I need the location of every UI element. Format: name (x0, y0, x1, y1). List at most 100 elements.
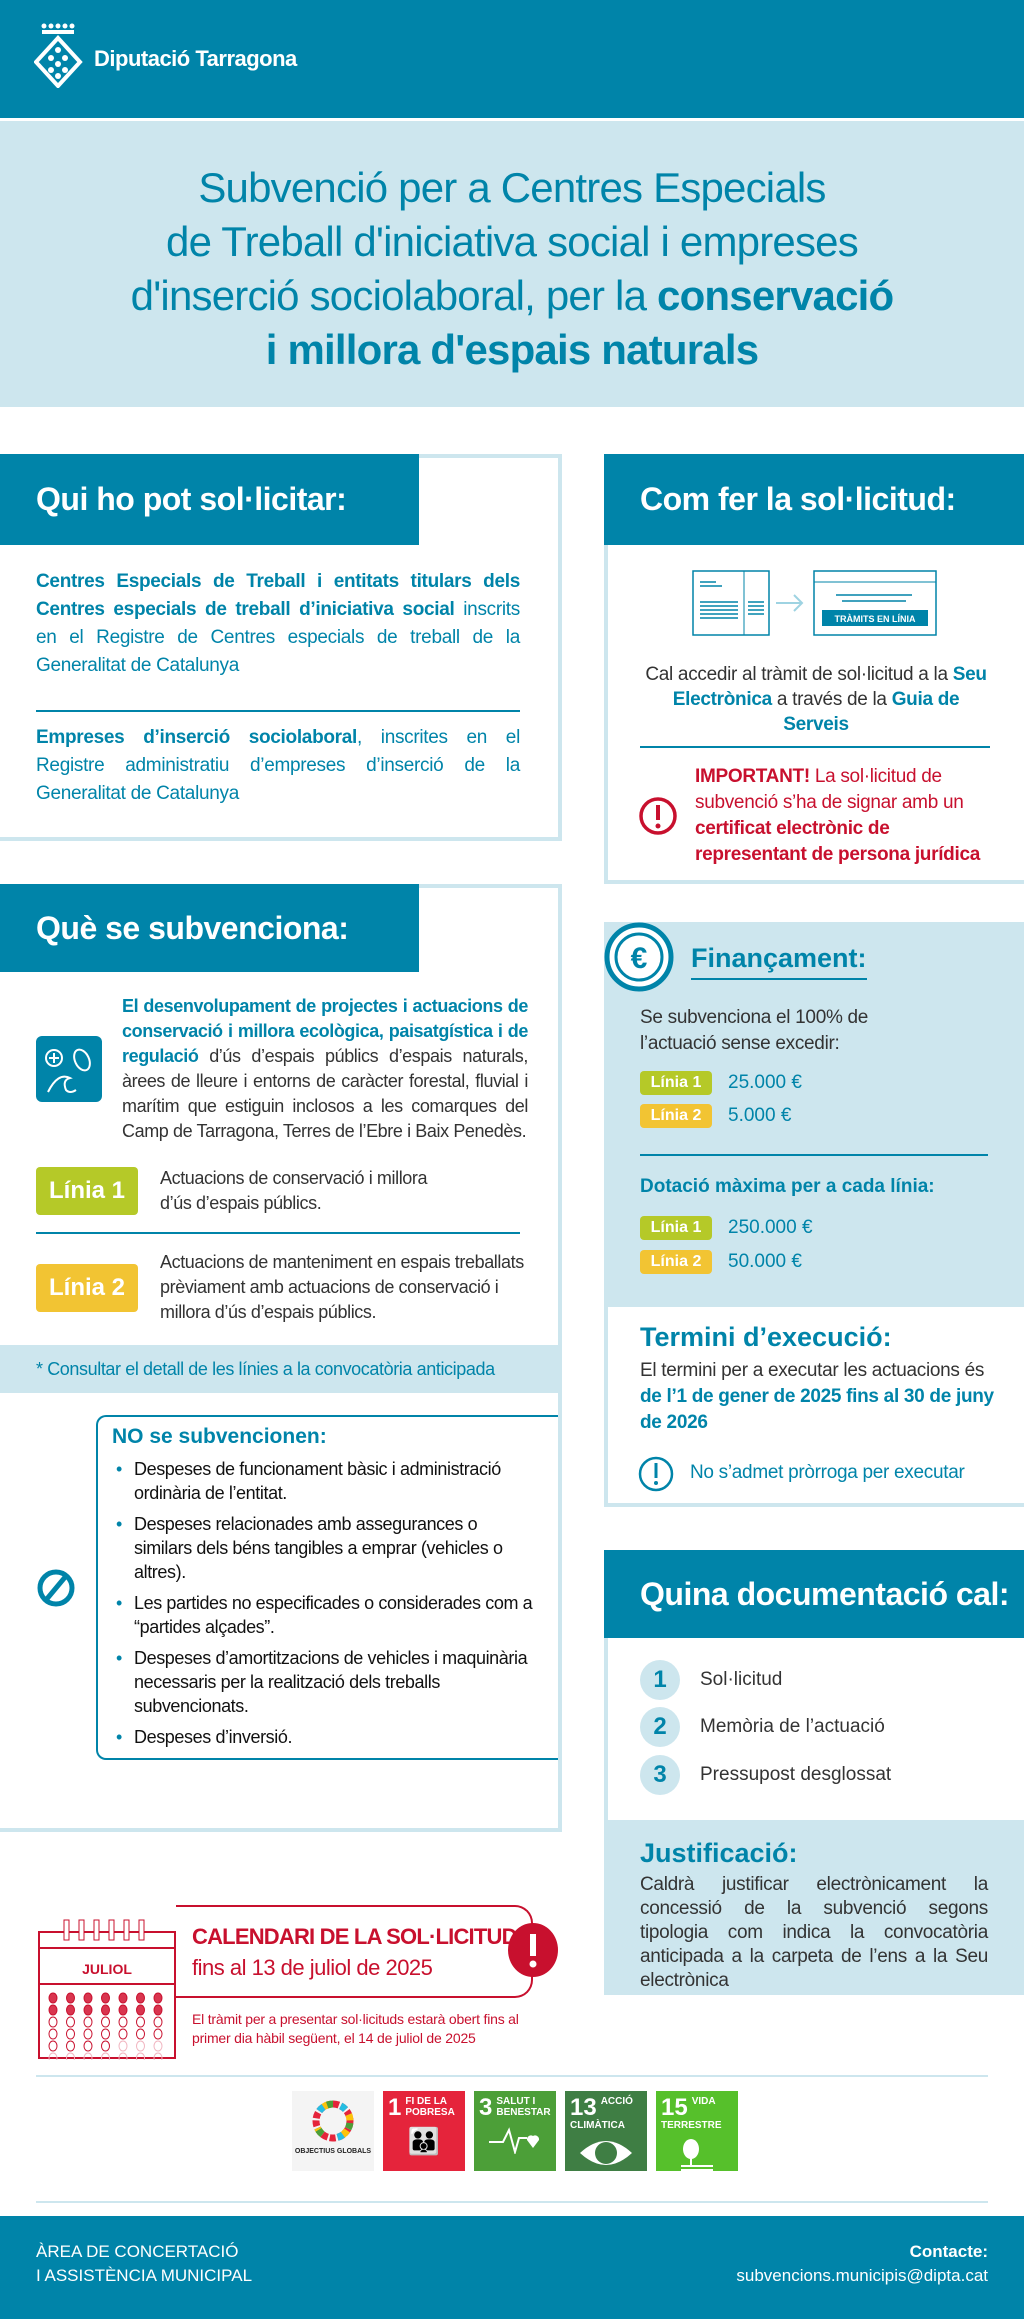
financ-heading: Finançament: (691, 943, 867, 980)
doc-label: Memòria de l’actuació (700, 1716, 885, 1737)
calendar-day (48, 2004, 58, 2016)
divider (36, 710, 520, 712)
qui-p1-text: inscrits en el Registre de Centres espec… (36, 599, 520, 676)
calendar-day (153, 2052, 163, 2060)
termini-warning: No s’admet pròrroga per executar (690, 1462, 965, 1483)
financ-linia-2-value: 5.000 € (728, 1105, 792, 1126)
calendar-note: El tràmit per a presentar sol·licituds e… (192, 2011, 519, 2046)
calendar-day (101, 2016, 110, 2028)
termini-text-1: El termini per a executar les actuacions… (640, 1360, 985, 1381)
title-bold: i millora d'espais naturals (265, 326, 759, 373)
termini-box (604, 1307, 1024, 1507)
calendar-icon: JULIOL (38, 1919, 176, 2060)
calendar-day (66, 2028, 75, 2040)
online-procedure-icon: TRÀMITS EN LÍNIA (692, 570, 937, 636)
calendar-bubble (176, 1905, 533, 1998)
doc-item: 1 Sol·licitud (640, 1660, 782, 1700)
linia-2-text: Actuacions de manteniment en espais treb… (160, 1252, 524, 1322)
linia-2-badge: Línia 2 (36, 1263, 138, 1312)
calendar-ring (63, 1919, 70, 1941)
doc-label: Sol·licitud (700, 1669, 783, 1690)
financ-intro: Se subvenciona el 100% de l’actuació sen… (640, 1007, 869, 1054)
termini-text: El termini per a executar les actuacions… (640, 1358, 1000, 1436)
important-text: La sol·licitud de subvenció s’ha de sign… (695, 766, 964, 813)
calendar-day (101, 2004, 110, 2016)
qui-paragraph-2: Empreses d’inserció sociolaboral, inscri… (36, 724, 520, 808)
calendar-ring (93, 1919, 100, 1941)
calendar-day (66, 2016, 75, 2028)
calendar-ring (123, 1919, 130, 1941)
dotacio-linia-2-badge: Línia 2 (640, 1250, 712, 1274)
divider (36, 1232, 520, 1234)
calendar-day (48, 1992, 58, 2004)
sdg-logo-text: OBJECTIUS GLOBALS (294, 2148, 372, 2155)
linia-2-row: Línia 2 Actuacions de manteniment en esp… (0, 1250, 558, 1325)
calendar-day (101, 1992, 110, 2004)
calendar-day (83, 2052, 93, 2060)
convocatoria-note-band: * Consultar el detall de les línies a la… (0, 1345, 558, 1393)
calendar-ring (78, 1919, 85, 1941)
doc-item: 3 Pressupost desglossat (640, 1755, 891, 1795)
com-text-2: a través de la (771, 689, 892, 710)
svg-text:€: € (631, 942, 648, 975)
que-intro-bold: El desenvolupament de projectes i actuac… (122, 996, 528, 1066)
divider (640, 746, 990, 748)
page-title: Subvenció per a Centres Especials de Tre… (0, 161, 1024, 377)
contact-email-link[interactable]: subvencions.municipis@dipta.cat (736, 2266, 988, 2285)
title-band: Subvenció per a Centres Especials de Tre… (0, 121, 1024, 407)
calendar-day (118, 2028, 128, 2040)
calendar-day (136, 2028, 145, 2040)
justificacio-band: Justificació: Caldrà justificar electròn… (604, 1820, 1024, 1995)
calendar-day (153, 1992, 163, 2004)
sdg-number: 13 (570, 2094, 597, 2121)
sdg-goal-15: 15 VIDA TERRESTRE (656, 2091, 738, 2171)
important-bold: certificat electrònic de representant de… (695, 818, 980, 865)
dotacio-heading: Dotació màxima per a cada línia: (640, 1176, 935, 1197)
calendar-ring (108, 1919, 115, 1941)
calendar-day (48, 2028, 58, 2040)
financ-linia-1-badge: Línia 1 (640, 1071, 712, 1095)
calendar-day (83, 2040, 93, 2052)
sdg-logo: OBJECTIUS GLOBALS (292, 2091, 374, 2171)
important-note: IMPORTANT! La sol·licitud de subvenció s… (695, 764, 1005, 868)
calendar-day (83, 2028, 93, 2040)
termini-heading: Termini d’execució: (640, 1322, 892, 1352)
calendar-day (66, 2040, 75, 2052)
heartbeat-icon (489, 2127, 540, 2154)
footer-contact: Contacte: subvencions.municipis@dipta.ca… (736, 2240, 988, 2288)
footer: ÀREA DE CONCERTACIÓ I ASSISTÈNCIA MUNICI… (0, 2216, 1024, 2319)
calendar-alert-icon (508, 1923, 558, 1977)
dotacio-linia-1-value: 250.000 € (728, 1217, 813, 1238)
contact-label: Contacte: (909, 2242, 988, 2261)
divider (640, 1154, 988, 1156)
family-icon: 👪 (407, 2126, 441, 2156)
eye-earth-icon (580, 2141, 632, 2165)
financ-linia-2-badge: Línia 2 (640, 1104, 712, 1128)
justificacio-text: Caldrà justificar electrònicament la con… (640, 1874, 988, 1991)
calendar-month: JULIOL (82, 1961, 132, 1977)
footer-area: ÀREA DE CONCERTACIÓ I ASSISTÈNCIA MUNICI… (36, 2240, 252, 2288)
calendar-day (66, 2004, 75, 2016)
guia-serveis-link[interactable]: Guia de Serveis (783, 689, 960, 735)
calendar-day (153, 2016, 163, 2028)
calendar-day (118, 2040, 128, 2052)
footer-area-line: I ASSISTÈNCIA MUNICIPAL (36, 2266, 253, 2285)
seu-electronica-link[interactable]: Seu Electrònica (672, 664, 987, 710)
calendar-day (48, 2052, 58, 2060)
sdg-label: SALUT I BENESTAR (496, 2096, 551, 2118)
doc-item: 2 Memòria de l’actuació (640, 1707, 885, 1747)
doc-number: 3 (640, 1755, 680, 1795)
doc-number: 2 (640, 1707, 680, 1747)
list-item: Les partides no especificades o consider… (112, 1591, 534, 1639)
sdg-wheel-icon (312, 2100, 354, 2142)
no-list: Despeses de funcionament bàsic i adminis… (112, 1457, 534, 1749)
nature-icon (36, 1036, 102, 1102)
sdg-number: 15 (661, 2094, 688, 2121)
doc-number: 1 (640, 1660, 680, 1700)
calendar-day (83, 2004, 93, 2016)
qui-paragraph-1: Centres Especials de Treball i entitats … (36, 568, 520, 680)
com-text: Cal accedir al tràmit de sol·licitud a l… (640, 662, 992, 737)
calendar-day (83, 2016, 93, 2028)
alert-icon (639, 797, 677, 835)
diputacio-logo-icon (34, 23, 83, 88)
